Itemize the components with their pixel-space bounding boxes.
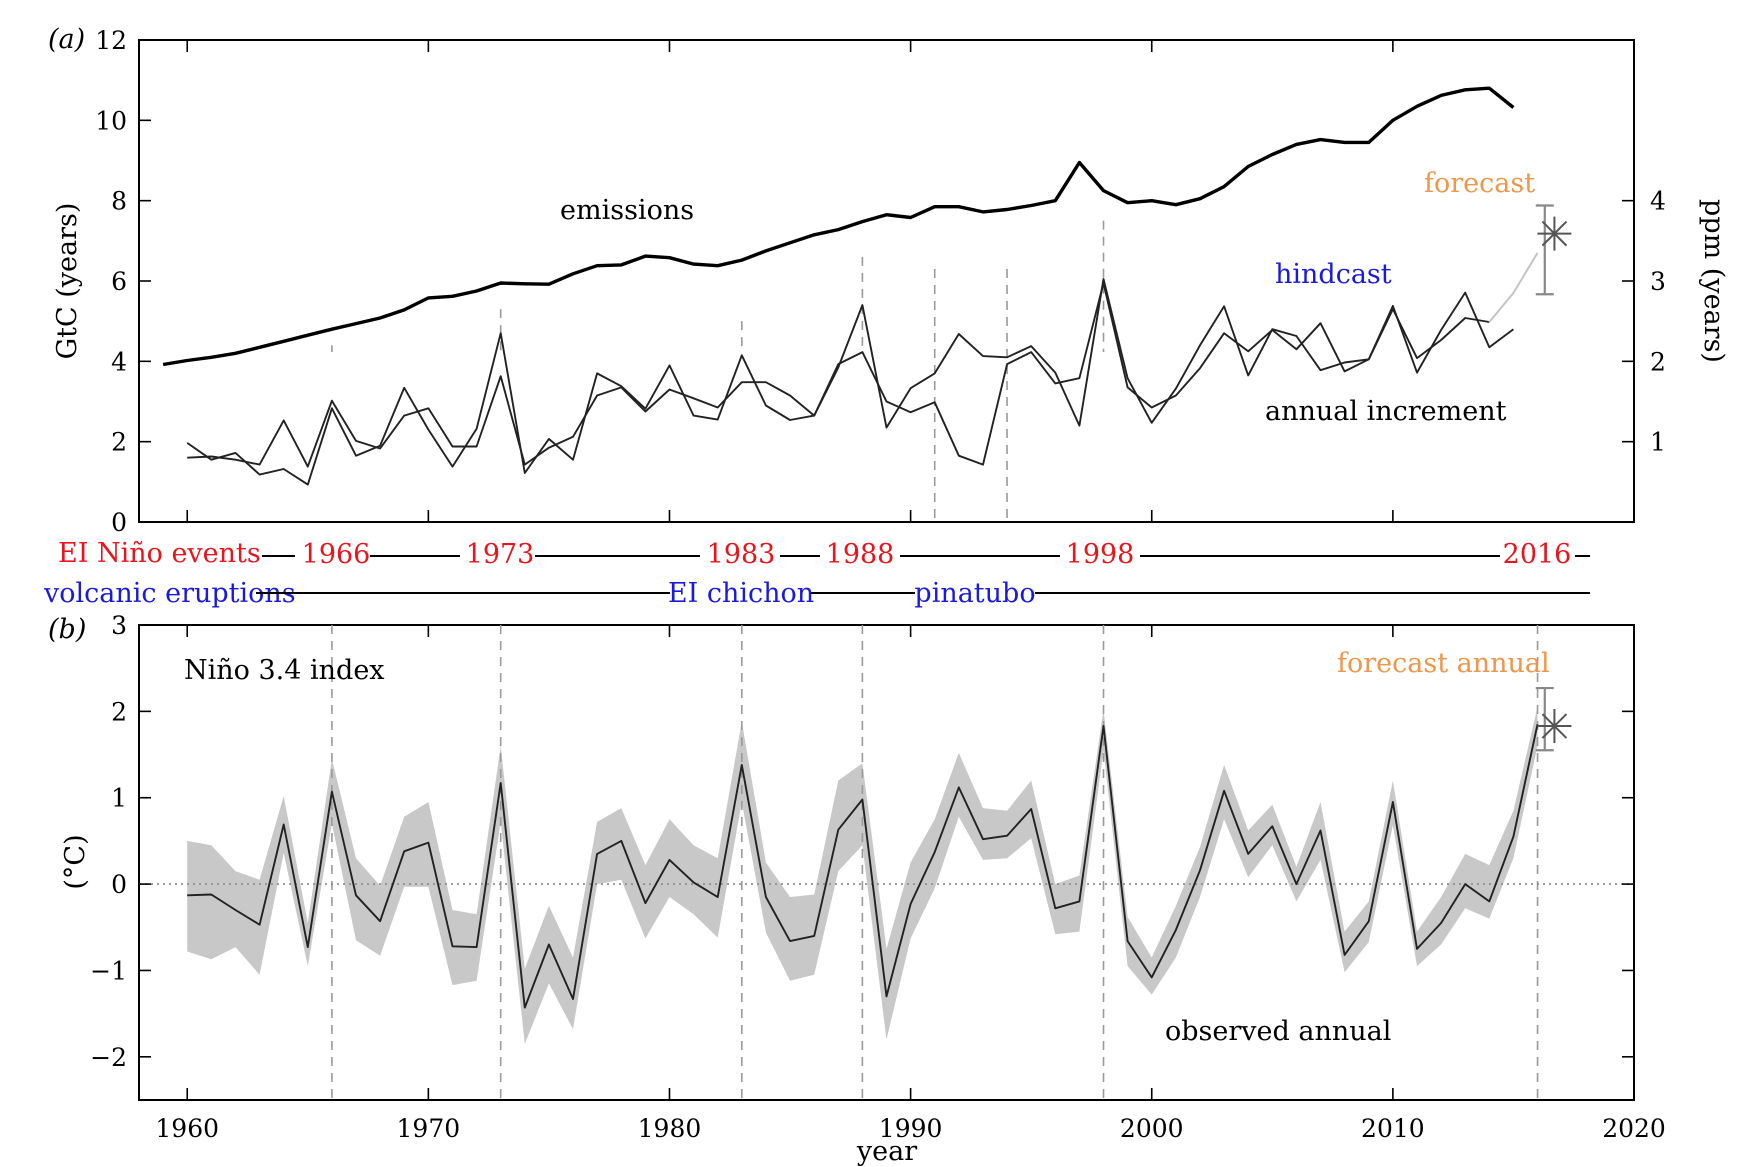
el-nino-year-1966: 1966 (302, 539, 371, 570)
b-xticklabel-6: 2020 (1602, 1114, 1666, 1143)
annotation-forecast: forecast (1424, 168, 1535, 199)
el-nino-year-1998: 1998 (1066, 539, 1135, 570)
el-nino-year-1983: 1983 (707, 539, 776, 570)
b-xticklabel-3: 1990 (879, 1114, 943, 1143)
volcanic-row-label: volcanic eruptions (43, 578, 296, 609)
panel-b-frame (138, 624, 1635, 1101)
annotation-observed-annual: observed annual (1165, 1016, 1391, 1047)
el-nino-year-2016: 2016 (1503, 539, 1572, 570)
series-annual-increment (186, 278, 1514, 486)
series-hindcast (187, 282, 1490, 468)
panel-a-series (162, 86, 1539, 486)
event-rows: EI Niño events 1966 1973 1983 1988 1998 … (43, 538, 1590, 609)
a-y2ticklabel-1: 2 (1650, 347, 1666, 376)
a-yticklabel-4: 8 (111, 187, 127, 216)
panel-a-label: (a) (48, 24, 85, 55)
panel-b-ylabel: (°C) (60, 834, 91, 889)
volcano-pinatubo: pinatubo (914, 578, 1035, 609)
a-yticklabel-6: 12 (95, 26, 127, 55)
b-xticklabel-1: 1970 (397, 1114, 461, 1143)
el-nino-year-1988: 1988 (826, 539, 895, 570)
panel-b-series (187, 724, 1539, 1009)
series-observed-annual (187, 724, 1539, 1009)
panel-b-xlabel: year (856, 1136, 917, 1167)
annotation-hindcast: hindcast (1275, 259, 1392, 290)
b-xticklabel-5: 2010 (1361, 1114, 1425, 1143)
el-nino-row-label: EI Niño events (58, 538, 261, 569)
b-yticklabel-3: 1 (111, 784, 127, 813)
annotation-emissions: emissions (560, 195, 694, 226)
series-forecast (1488, 252, 1539, 323)
annotation-forecast-annual: forecast annual (1337, 648, 1550, 679)
a-yticklabel-1: 2 (111, 428, 127, 457)
panel-a-ylabel: GtC (years) (52, 203, 83, 360)
panel-a-y2label: ppm (years) (1698, 199, 1729, 363)
annotation-nino-index: Niño 3.4 index (184, 655, 385, 686)
a-y2ticklabel-0: 1 (1650, 428, 1666, 457)
panel-b-ticks: −2 −1 0 1 2 3 1960 1970 1980 1990 2000 2010 2020 (90, 611, 1666, 1143)
b-yticklabel-2: 0 (111, 870, 127, 899)
a-forecast-star-stroke-3 (1541, 220, 1568, 247)
el-nino-year-1973: 1973 (466, 539, 535, 570)
b-forecast-star-stroke-3 (1541, 713, 1568, 739)
a-y2ticklabel-3: 4 (1650, 187, 1666, 216)
b-xticklabel-4: 2000 (1120, 1114, 1184, 1143)
b-yticklabel-4: 2 (111, 697, 127, 726)
panel-a-forecast-marker (1535, 204, 1572, 296)
panel-b-label: (b) (48, 614, 86, 645)
a-y2ticklabel-2: 3 (1650, 267, 1666, 296)
b-xticklabel-0: 1960 (155, 1114, 219, 1143)
panel-b-forecast-marker (1535, 686, 1572, 752)
annotation-annual-increment: annual increment (1265, 396, 1507, 427)
b-yticklabel-5: 3 (111, 611, 127, 640)
a-yticklabel-0: 0 (111, 508, 127, 537)
a-yticklabel-3: 6 (111, 267, 127, 296)
panel-b: −2 −1 0 1 2 3 1960 1970 1980 1990 2000 2010 2020 (b)… (48, 611, 1666, 1167)
a-yticklabel-2: 4 (111, 347, 127, 376)
panel-a-event-lines (331, 220, 1105, 522)
volcano-el-chichon: EI chichon (668, 578, 814, 609)
series-emissions (162, 86, 1515, 367)
b-yticklabel-0: −2 (90, 1043, 127, 1072)
b-yticklabel-1: −1 (90, 956, 127, 985)
b-xticklabel-2: 1980 (638, 1114, 702, 1143)
a-yticklabel-5: 10 (95, 106, 127, 135)
